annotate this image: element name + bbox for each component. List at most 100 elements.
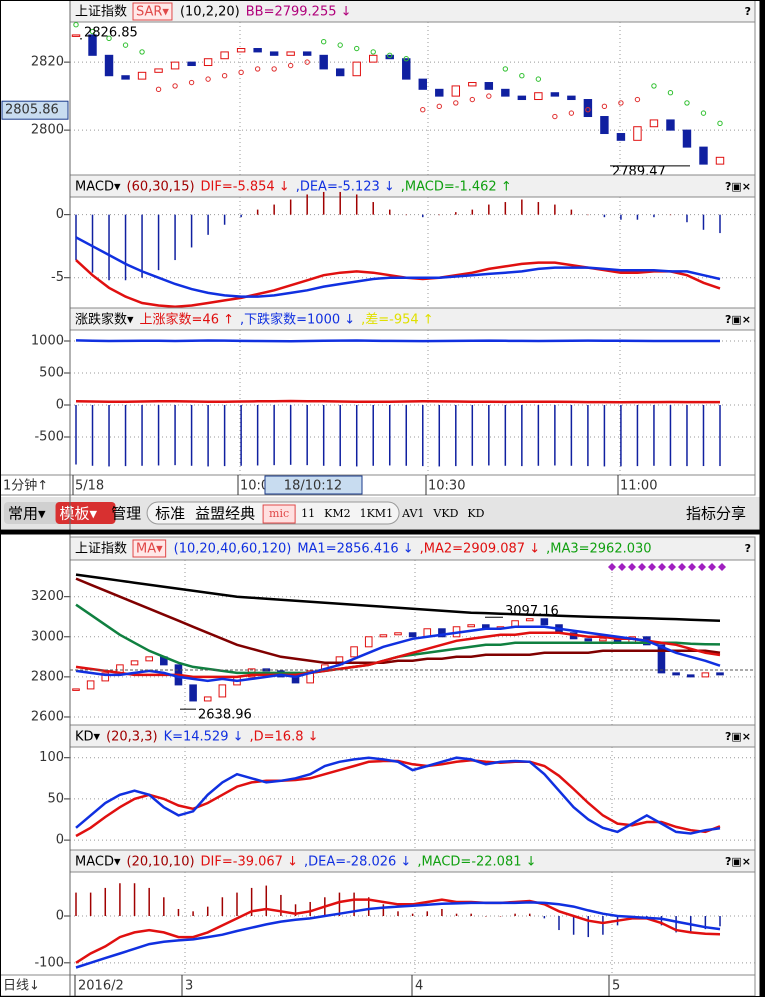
sar-dot [387,52,393,59]
y-tick-label: 2800 [31,123,64,138]
toolbar-share[interactable]: 指标分享 [686,505,746,523]
y-tick-label: 2820 [31,55,64,70]
sar-dot [238,69,244,76]
histogram-bar [636,404,639,467]
cursor-box [264,475,363,495]
candle [137,71,147,80]
histogram-bar [438,214,441,216]
toolbar-key[interactable]: KM2 [324,507,350,520]
toolbar-tab[interactable]: 标准 [155,505,185,523]
sar-dot [271,66,277,72]
y-tick-label: 3200 [31,589,64,604]
header-item[interactable]: SAR▾ [136,5,169,20]
candle [302,51,312,56]
toolbar-tag[interactable]: mic [269,507,289,520]
candle [633,126,642,141]
toolbar-key[interactable]: 11 [301,507,315,520]
time-axis [0,474,756,496]
sar-dot [403,56,409,62]
candle [517,95,527,101]
toolbar-key[interactable]: KD [467,507,484,520]
current-value-box [1,100,69,120]
candle [88,34,97,56]
x-tick-label: 5 [612,979,620,994]
header-item: BB=2799.255 ↓ [246,5,352,20]
candle [71,34,81,37]
candle [682,129,692,148]
indicator-line [75,756,721,835]
sar-dot [585,107,591,113]
signal-diamond [688,563,696,571]
candle [540,618,549,626]
header-text: MACD▾ (20,10,10) DIF=-39.067 ↓ ,DEA=-28.026… [75,855,537,870]
toolbar-button[interactable]: 管理 [111,505,141,523]
header-item: ,DEA=-28.026 ↓ [304,855,411,870]
sar-dot [535,76,542,82]
sar-dot [221,73,228,79]
sar-dot [139,49,145,55]
panel-tools[interactable]: ?▣× [725,855,751,868]
panel-tools[interactable]: ? [745,542,751,555]
histogram-bar [426,911,429,917]
signal-diamond [608,563,616,571]
histogram-bar [653,404,655,466]
toolbar-key[interactable]: VKD [432,507,458,520]
candle [600,116,609,135]
header-text: KD▾ (20,3,3) K=14.529 ↓ ,D=16.8 ↓ [75,730,319,745]
candle [534,92,543,101]
histogram-bar [397,911,399,917]
sar-dot [684,100,690,106]
toolbar-button[interactable]: 模板▾ [60,505,98,523]
panel-tools[interactable]: ?▣× [725,730,751,743]
histogram-bar [190,214,193,248]
histogram-bar [470,913,472,917]
signal-diamond [718,563,726,571]
candle [218,684,227,698]
panel-header [69,0,756,23]
toolbar-button-bg [55,502,116,524]
histogram-bar [280,894,282,917]
histogram-bar [353,892,355,917]
toolbar-button[interactable]: 常用▾ [8,505,46,523]
sar-dot [172,83,178,89]
indicator-line [75,573,721,622]
x-tick-label: 10:30 [428,479,465,494]
y-tick-label: 500 [39,366,64,381]
sar-dot [486,93,492,99]
histogram-bar [455,913,458,917]
panel-tools[interactable]: ?▣× [725,313,751,326]
period-label[interactable]: 日线↓ [3,979,40,994]
histogram-bar [104,887,107,917]
candle [666,119,675,131]
signal-diamond [658,563,666,571]
panel-tools[interactable]: ?▣× [725,180,751,193]
histogram-bar [388,404,391,466]
toolbar-key[interactable]: AV1 [401,507,424,520]
histogram-bar [141,404,143,466]
histogram-bar [124,404,127,467]
candle [649,119,659,128]
histogram-bar [250,887,253,917]
sar-dot [568,110,575,116]
histogram-bar [355,404,358,467]
histogram-bar [338,892,341,917]
panel-tools[interactable]: ? [745,5,751,18]
histogram-bar [372,202,374,215]
histogram-bar [91,214,94,273]
header-item[interactable]: MA▾ [136,542,163,557]
signal-diamond [698,563,706,571]
toolbar-key[interactable]: 1KM1 [360,507,393,520]
candle [72,688,80,691]
histogram-bar [504,404,507,466]
candle [438,628,446,638]
toolbar-tab[interactable]: 益盟经典 [195,505,255,523]
candle [187,61,196,67]
sar-dot [73,22,79,28]
histogram-bar [543,916,546,919]
header-item: ,差=-954 ↑ [361,313,434,328]
histogram-bar [438,404,441,467]
histogram-bar [587,404,589,467]
header-item: ,MA3=2962.030 [546,542,651,557]
histogram-bar [207,404,209,467]
period-label[interactable]: 1分钟↑ [3,478,48,494]
